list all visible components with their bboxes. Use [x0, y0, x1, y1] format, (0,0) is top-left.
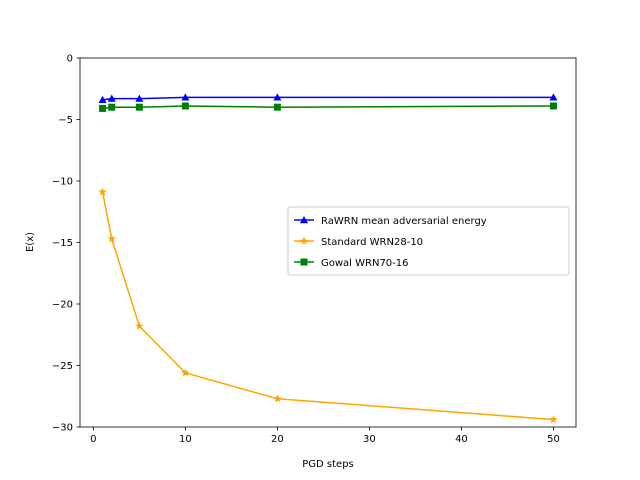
data-point	[99, 104, 107, 112]
legend-marker	[300, 258, 308, 266]
data-point	[181, 368, 190, 377]
legend-label: RaWRN mean adversarial energy	[321, 216, 487, 227]
data-point	[273, 93, 282, 101]
legend-label: Standard WRN28-10	[321, 237, 423, 248]
data-point	[273, 394, 282, 403]
legend-frame	[287, 206, 570, 276]
data-point	[135, 321, 144, 330]
y-tick-label: −20	[52, 300, 73, 311]
data-point	[549, 93, 558, 101]
data-point	[549, 415, 558, 424]
data-point	[549, 102, 557, 110]
y-tick-label: −25	[52, 361, 73, 372]
y-tick-label: −10	[52, 177, 73, 188]
plot-layer	[98, 93, 558, 424]
x-tick-label: 0	[90, 434, 96, 445]
legend-marker	[299, 236, 309, 245]
y-tick-label: −30	[52, 423, 73, 434]
x-axis-label: PGD steps	[302, 459, 354, 470]
y-tick-label: −15	[52, 238, 73, 249]
data-point	[98, 187, 107, 196]
x-tick-label: 10	[179, 434, 192, 445]
data-point	[98, 95, 107, 104]
data-point	[181, 102, 189, 110]
series-line-2	[101, 191, 554, 421]
data-point	[135, 103, 143, 111]
x-tick-label: 20	[271, 434, 284, 445]
data-point	[135, 94, 144, 102]
data-point	[107, 234, 117, 243]
data-point	[273, 103, 281, 111]
data-point	[107, 94, 116, 102]
x-tick-label: 40	[455, 434, 468, 445]
axes-layer: 0 10 20 30 40 50 0 −5 −10 −15 −20 −25 −30	[52, 54, 577, 445]
y-tick-label: 0	[67, 54, 73, 65]
y-axis-label: E(x)	[25, 232, 36, 252]
x-tick-label: 30	[363, 434, 376, 445]
x-tick-label: 50	[547, 434, 560, 445]
legend: RaWRN mean adversarial energy Standard WR…	[287, 206, 570, 276]
y-tick-label: −5	[58, 115, 73, 126]
legend-marker	[300, 216, 308, 224]
data-point	[108, 103, 116, 111]
data-point	[181, 93, 190, 101]
legend-label: Gowal WRN70-16	[321, 258, 409, 269]
